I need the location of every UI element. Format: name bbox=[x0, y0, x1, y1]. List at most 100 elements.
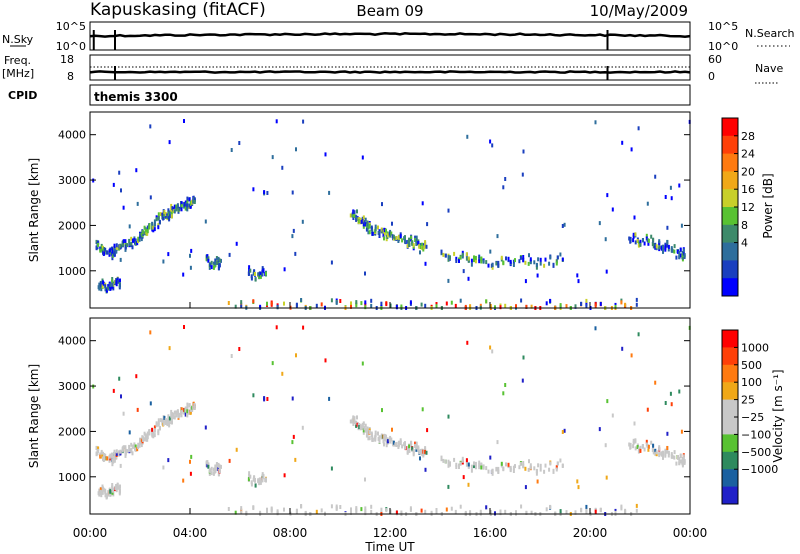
velocity-cell bbox=[489, 345, 492, 350]
power-cell bbox=[173, 204, 176, 209]
velocity-cell bbox=[678, 389, 681, 394]
velocity-cell bbox=[189, 459, 191, 464]
power-cell bbox=[364, 217, 367, 222]
velocity-cell bbox=[559, 509, 562, 514]
power-cell bbox=[654, 242, 657, 247]
ytick-label: 4000 bbox=[58, 129, 86, 142]
velocity-cell bbox=[191, 405, 194, 410]
power-cell bbox=[104, 284, 107, 289]
velocity-cell bbox=[283, 473, 286, 478]
power-cell bbox=[112, 182, 115, 187]
power-cell bbox=[470, 258, 473, 263]
velocity-cell bbox=[170, 409, 173, 414]
velocity-cell bbox=[355, 420, 358, 425]
velocity-cell bbox=[652, 450, 655, 455]
velocity-cell bbox=[415, 445, 418, 450]
colorbar-tick-label: 500 bbox=[741, 359, 762, 372]
colorbar-segment bbox=[722, 347, 738, 366]
colorbar-segment bbox=[722, 171, 738, 190]
power-cell bbox=[295, 303, 298, 308]
velocity-cell bbox=[143, 431, 146, 436]
power-cell bbox=[275, 119, 278, 124]
power-cell bbox=[330, 298, 333, 303]
velocity-cell bbox=[276, 511, 279, 516]
power-cell bbox=[109, 283, 112, 288]
velocity-cell bbox=[377, 431, 379, 436]
velocity-cell bbox=[536, 479, 539, 484]
velocity-cell bbox=[352, 416, 355, 421]
power-cell bbox=[315, 303, 318, 308]
velocity-cell bbox=[424, 449, 427, 454]
power-cell bbox=[454, 303, 457, 308]
xtick-label: 00:00 bbox=[673, 526, 708, 540]
velocity-cell bbox=[133, 444, 136, 448]
power-cell bbox=[415, 239, 418, 244]
power-cell bbox=[620, 300, 623, 305]
power-cell bbox=[561, 224, 564, 228]
power-cell bbox=[628, 236, 631, 241]
velocity-cell bbox=[115, 488, 118, 493]
velocity-cell bbox=[119, 449, 122, 454]
power-cell bbox=[645, 233, 648, 238]
power-cell bbox=[424, 303, 427, 308]
colorbar-segment bbox=[722, 451, 738, 470]
velocity-cell bbox=[489, 510, 492, 514]
power-cell bbox=[167, 208, 170, 213]
power-cell bbox=[380, 301, 383, 306]
power-cell bbox=[339, 299, 342, 303]
ytick-label: 3000 bbox=[58, 380, 86, 393]
power-cell bbox=[678, 183, 681, 188]
velocity-cell bbox=[408, 448, 411, 453]
velocity-cell bbox=[681, 461, 684, 466]
power-cell bbox=[350, 301, 352, 306]
velocity-cell bbox=[666, 431, 669, 436]
velocity-cell bbox=[465, 462, 468, 467]
velocity-cell bbox=[182, 478, 185, 483]
power-cell bbox=[99, 246, 102, 251]
power-cell bbox=[447, 255, 450, 260]
velocity-cell bbox=[395, 442, 398, 447]
power-cell bbox=[417, 241, 420, 246]
power-cell bbox=[585, 301, 588, 306]
velocity-cell bbox=[555, 465, 558, 470]
colorbar-segment bbox=[722, 207, 738, 226]
power-cell bbox=[683, 253, 686, 258]
velocity-cell bbox=[262, 474, 265, 479]
velocity-cell bbox=[637, 332, 640, 337]
velocity-cell bbox=[633, 421, 636, 426]
velocity-cell bbox=[458, 465, 460, 469]
power-cell bbox=[190, 248, 193, 253]
power-cell bbox=[214, 258, 217, 263]
velocity-cell bbox=[249, 474, 252, 479]
velocity-ylabel: Slant Range [km] bbox=[27, 364, 41, 468]
velocity-cell bbox=[377, 436, 380, 441]
velocity-cell bbox=[283, 507, 285, 512]
power-cell bbox=[634, 240, 637, 245]
velocity-cell bbox=[149, 330, 152, 335]
power-cell bbox=[111, 284, 114, 289]
velocity-cell bbox=[399, 440, 402, 444]
power-cell bbox=[215, 257, 218, 262]
power-cell bbox=[353, 214, 356, 218]
velocity-cell bbox=[99, 489, 102, 494]
velocity-cell bbox=[189, 471, 192, 476]
power-cell bbox=[491, 265, 494, 270]
velocity-cell bbox=[215, 463, 218, 468]
velocity-cell bbox=[328, 396, 331, 401]
power-cell bbox=[559, 252, 562, 257]
velocity-cell bbox=[166, 420, 169, 425]
power-cell bbox=[400, 304, 403, 309]
power-cell bbox=[606, 193, 609, 198]
power-cell bbox=[370, 226, 373, 231]
velocity-marks bbox=[92, 325, 691, 516]
power-cell bbox=[565, 304, 568, 309]
power-cell bbox=[679, 247, 682, 252]
velocity-cell bbox=[368, 430, 371, 434]
velocity-cell bbox=[248, 471, 251, 476]
power-cell bbox=[585, 304, 588, 308]
power-cell bbox=[378, 233, 381, 238]
velocity-cell bbox=[576, 479, 579, 484]
power-panel: 1000 2000 3000 4000 Slant Range [km] bbox=[27, 111, 691, 310]
velocity-cell bbox=[302, 325, 305, 330]
power-cell bbox=[474, 255, 477, 260]
